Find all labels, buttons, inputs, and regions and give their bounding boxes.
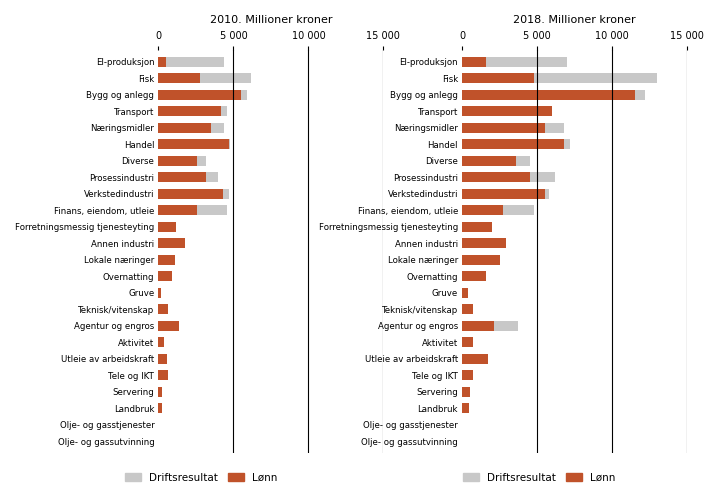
Bar xyxy=(462,304,472,314)
Bar xyxy=(158,73,252,83)
Bar xyxy=(158,106,227,116)
Bar xyxy=(158,139,230,149)
Bar xyxy=(158,370,168,380)
Bar xyxy=(158,57,224,67)
Bar xyxy=(158,271,172,281)
Bar xyxy=(462,222,492,232)
Bar xyxy=(158,403,162,413)
Bar xyxy=(462,387,470,397)
Bar xyxy=(462,205,503,215)
Bar xyxy=(462,387,470,397)
Bar xyxy=(158,222,176,232)
Bar xyxy=(462,337,472,347)
Bar xyxy=(158,172,206,182)
Bar xyxy=(462,123,564,133)
Bar xyxy=(158,156,206,166)
Bar xyxy=(158,189,223,199)
Bar xyxy=(462,321,518,331)
Bar xyxy=(158,189,229,199)
Bar xyxy=(158,73,201,83)
Bar xyxy=(462,189,549,199)
Title: 2010. Millioner kroner: 2010. Millioner kroner xyxy=(210,15,332,25)
Bar xyxy=(158,337,164,347)
Bar xyxy=(158,90,241,100)
Bar xyxy=(462,321,494,331)
Bar xyxy=(462,90,645,100)
Bar xyxy=(462,73,657,83)
Bar xyxy=(462,189,544,199)
Bar xyxy=(158,321,180,331)
Bar xyxy=(158,205,227,215)
Bar xyxy=(158,172,219,182)
Bar xyxy=(462,238,505,248)
Bar xyxy=(462,304,472,314)
Bar xyxy=(158,238,186,248)
Bar xyxy=(158,304,168,314)
Bar xyxy=(462,172,555,182)
Bar xyxy=(462,123,544,133)
Bar xyxy=(158,106,221,116)
Bar xyxy=(462,73,534,83)
Bar xyxy=(158,288,160,298)
Bar xyxy=(462,238,505,248)
Bar xyxy=(158,370,168,380)
Bar xyxy=(158,139,229,149)
Bar xyxy=(462,403,469,413)
Bar xyxy=(158,271,172,281)
Bar xyxy=(158,354,168,364)
Bar xyxy=(462,57,567,67)
Bar xyxy=(158,337,164,347)
Bar xyxy=(462,106,552,116)
Bar xyxy=(462,156,516,166)
Bar xyxy=(462,156,530,166)
Legend: Driftsresultat, Lønn: Driftsresultat, Lønn xyxy=(121,468,282,487)
Bar xyxy=(158,288,160,298)
Bar xyxy=(462,370,473,380)
Bar xyxy=(462,172,530,182)
Bar xyxy=(158,222,176,232)
Bar xyxy=(462,255,500,265)
Bar xyxy=(158,156,198,166)
Bar xyxy=(158,304,168,314)
Bar xyxy=(462,354,487,364)
Bar xyxy=(462,271,486,281)
Title: 2018. Millioner kroner: 2018. Millioner kroner xyxy=(513,15,636,25)
Bar xyxy=(462,90,635,100)
Bar xyxy=(462,255,500,265)
Bar xyxy=(462,139,570,149)
Bar xyxy=(462,106,552,116)
Bar xyxy=(462,403,469,413)
Bar xyxy=(158,238,186,248)
Bar xyxy=(462,354,487,364)
Bar xyxy=(158,57,166,67)
Bar xyxy=(462,139,564,149)
Bar xyxy=(462,337,472,347)
Bar xyxy=(158,403,162,413)
Bar xyxy=(158,205,198,215)
Bar xyxy=(158,255,175,265)
Bar xyxy=(158,387,162,397)
Bar xyxy=(158,90,247,100)
Bar xyxy=(158,354,168,364)
Bar xyxy=(462,205,534,215)
Bar xyxy=(462,222,492,232)
Bar xyxy=(158,123,211,133)
Bar xyxy=(158,123,224,133)
Bar xyxy=(462,370,473,380)
Bar xyxy=(462,288,468,298)
Bar xyxy=(462,271,486,281)
Bar xyxy=(158,255,175,265)
Bar xyxy=(158,321,180,331)
Bar xyxy=(158,387,162,397)
Legend: Driftsresultat, Lønn: Driftsresultat, Lønn xyxy=(459,468,620,487)
Bar xyxy=(462,57,486,67)
Bar xyxy=(462,288,468,298)
